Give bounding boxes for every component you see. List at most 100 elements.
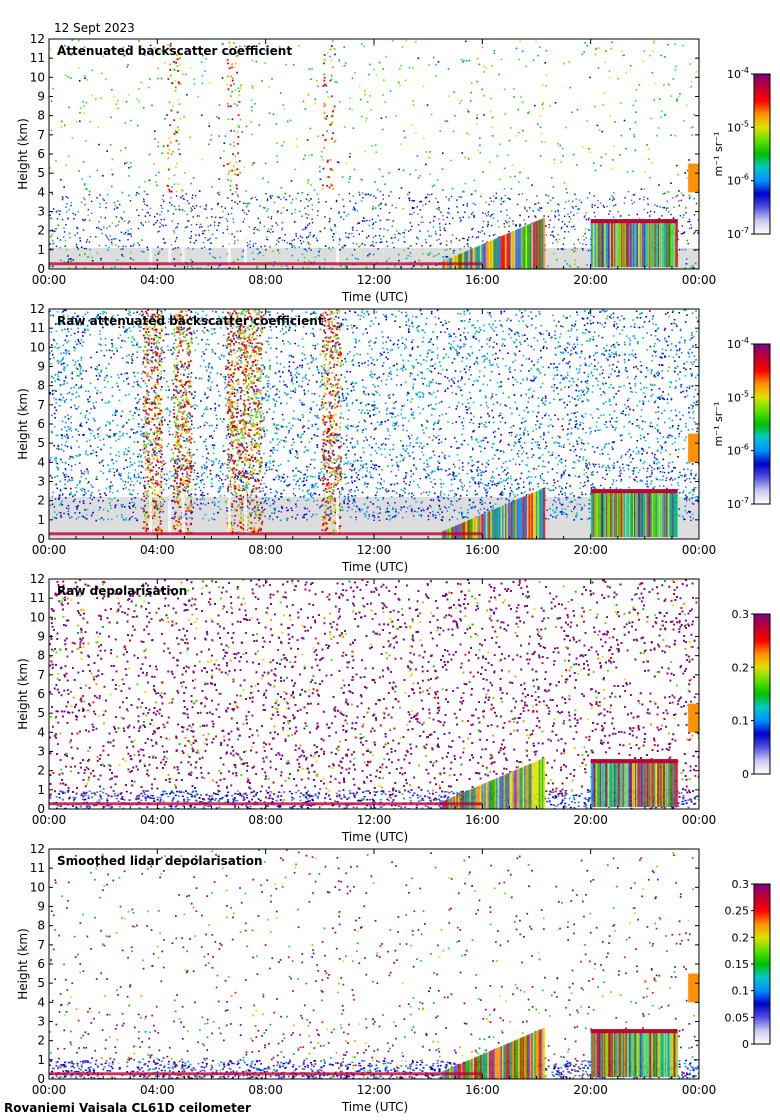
- x-tick-label: 00:00: [32, 543, 67, 557]
- colorbar-tick-label: 10-5: [727, 119, 749, 134]
- colorbar-tick-label: 10-5: [727, 389, 749, 404]
- y-tick-label: 1: [37, 1053, 45, 1067]
- colorbar-tick-label: 0.1: [732, 715, 750, 728]
- y-tick-label: 3: [37, 1015, 45, 1029]
- y-tick-label: 1: [37, 513, 45, 527]
- y-tick-label: 3: [37, 475, 45, 489]
- x-tick-label: 04:00: [140, 273, 175, 287]
- signal-streak: [142, 309, 164, 535]
- y-axis-label: Height (km): [16, 118, 30, 189]
- colorbar-tick-label: 10-6: [727, 443, 749, 458]
- y-tick-label: 8: [37, 379, 45, 393]
- y-tick-label: 0: [37, 262, 45, 276]
- x-tick-label: 12:00: [357, 813, 392, 827]
- colorbar: 0.3 0.25 0.2 0.15 0.1 0.05 0: [725, 878, 771, 1051]
- y-tick-label: 1: [37, 783, 45, 797]
- cloud-features: [49, 163, 699, 269]
- y-tick-label: 3: [37, 205, 45, 219]
- signal-streak: [166, 42, 182, 193]
- colorbar-tick-label: 0.1: [732, 985, 750, 998]
- station-caption: Rovaniemi Vaisala CL61D ceilometer: [4, 1101, 251, 1115]
- y-tick-label: 9: [37, 360, 45, 374]
- colorbar: 10-4 10-5 10-6 10-7 m⁻¹ sr⁻¹: [712, 66, 771, 241]
- y-tick-label: 8: [37, 919, 45, 933]
- colorbar-tick-label: 10-7: [727, 496, 749, 511]
- heatmap-texture: [49, 579, 699, 809]
- colorbar-tick-label: 0: [742, 1038, 749, 1051]
- x-tick-label: 20:00: [573, 543, 608, 557]
- x-tick-label: 00:00: [682, 543, 717, 557]
- y-tick-label: 3: [37, 745, 45, 759]
- colorbar-tick-label: 0.2: [732, 661, 750, 674]
- x-tick-label: 00:00: [32, 273, 67, 287]
- cloud-features: [49, 703, 699, 809]
- date-label: 12 Sept 2023: [54, 21, 135, 35]
- y-tick-label: 9: [37, 90, 45, 104]
- y-tick-label: 2: [37, 1034, 45, 1048]
- x-tick-label: 16:00: [465, 273, 500, 287]
- colorbar-tick-label: 0.2: [732, 931, 750, 944]
- y-tick-label: 2: [37, 224, 45, 238]
- y-tick-label: 1: [37, 243, 45, 257]
- x-tick-label: 08:00: [248, 1083, 283, 1097]
- y-tick-label: 12: [30, 32, 45, 46]
- y-tick-label: 7: [37, 128, 45, 142]
- colorbar-tick-label: 0: [742, 768, 749, 781]
- colorbar: 10-4 10-5 10-6 10-7 m⁻¹ sr⁻¹: [712, 336, 771, 511]
- y-tick-label: 6: [37, 687, 45, 701]
- y-tick-label: 5: [37, 166, 45, 180]
- y-tick-label: 2: [37, 494, 45, 508]
- x-tick-label: 08:00: [248, 543, 283, 557]
- x-tick-label: 20:00: [573, 813, 608, 827]
- heatmap-texture: [49, 39, 699, 269]
- y-tick-label: 12: [30, 842, 45, 856]
- y-tick-label: 11: [30, 51, 45, 65]
- colorbar-tick-label: 10-6: [727, 173, 749, 188]
- panel-title: Raw depolarisation: [57, 584, 187, 598]
- x-tick-label: 20:00: [573, 273, 608, 287]
- x-tick-label: 12:00: [357, 273, 392, 287]
- y-axis-label: Height (km): [16, 388, 30, 459]
- y-tick-label: 4: [37, 455, 45, 469]
- colorbar-gradient: [753, 883, 771, 1045]
- y-tick-label: 10: [30, 70, 45, 84]
- cloud-features: [49, 433, 699, 539]
- y-tick-label: 9: [37, 630, 45, 644]
- y-tick-label: 12: [30, 572, 45, 586]
- signal-streak: [242, 309, 264, 535]
- signal-streak: [321, 40, 337, 190]
- y-tick-label: 2: [37, 764, 45, 778]
- y-tick-label: 0: [37, 802, 45, 816]
- x-tick-label: 04:00: [140, 543, 175, 557]
- colorbar-tick-label: 0.3: [732, 878, 750, 891]
- x-tick-label: 00:00: [682, 1083, 717, 1097]
- y-tick-label: 6: [37, 957, 45, 971]
- y-tick-label: 12: [30, 302, 45, 316]
- y-tick-label: 4: [37, 185, 45, 199]
- colorbar-tick-label: 10-4: [727, 336, 749, 351]
- y-tick-label: 8: [37, 649, 45, 663]
- colorbar-unit: m⁻¹ sr⁻¹: [712, 132, 725, 177]
- colorbar-tick-label: 10-4: [727, 66, 749, 81]
- x-tick-label: 08:00: [248, 273, 283, 287]
- y-tick-label: 6: [37, 417, 45, 431]
- y-tick-label: 7: [37, 668, 45, 682]
- colorbar-gradient: [753, 343, 771, 505]
- y-tick-label: 9: [37, 900, 45, 914]
- cloud-features: [49, 973, 699, 1079]
- x-tick-label: 00:00: [32, 813, 67, 827]
- x-tick-label: 00:00: [32, 1083, 67, 1097]
- y-tick-label: 4: [37, 995, 45, 1009]
- colorbar-tick-label: 0.3: [732, 608, 750, 621]
- panel-title: Attenuated backscatter coefficient: [57, 44, 292, 58]
- heatmap-texture: [49, 849, 699, 1079]
- x-axis-label: Time (UTC): [341, 560, 408, 574]
- x-tick-label: 12:00: [357, 543, 392, 557]
- colorbar-tick-label: 0.25: [725, 905, 750, 918]
- x-axis-label: Time (UTC): [341, 290, 408, 304]
- y-tick-label: 0: [37, 1072, 45, 1086]
- y-tick-label: 0: [37, 532, 45, 546]
- colorbar-tick-label: 0.15: [725, 958, 750, 971]
- y-tick-label: 5: [37, 436, 45, 450]
